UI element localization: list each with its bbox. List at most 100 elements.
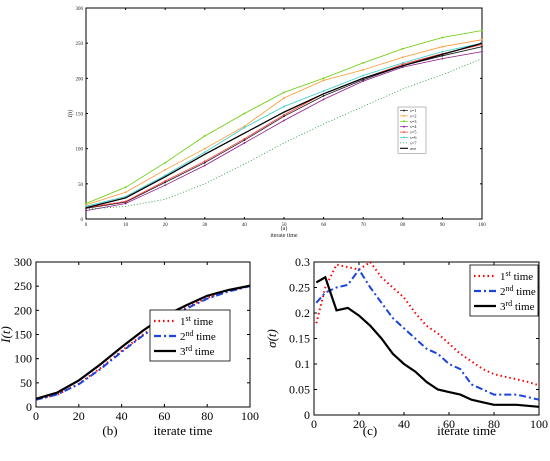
data-point [164, 181, 167, 184]
y-tick-label: 250 [14, 279, 32, 293]
data-point [362, 68, 365, 71]
data-point [362, 78, 365, 81]
data-point [362, 61, 365, 64]
x-tick-label: 90 [440, 223, 446, 228]
data-point [243, 125, 246, 128]
legend-label: s=5 [410, 130, 417, 135]
data-point [85, 204, 87, 206]
chart-panel-a: 0 10 20 30 40 50 60 70 80 90 100 0 50 100 150 200 250 300… [67, 7, 486, 239]
data-point [401, 47, 404, 50]
data-point [203, 161, 206, 164]
x-tick-label: 20 [73, 409, 85, 423]
x-tick-label: 80 [400, 223, 406, 228]
data-point [481, 45, 483, 48]
legend-label: 2nd time [500, 284, 536, 298]
panel-label: (b) [102, 423, 117, 438]
series-line-2 [35, 285, 251, 401]
data-point [322, 95, 325, 97]
data-point [283, 115, 285, 118]
legend-marker [403, 136, 405, 139]
x-tick-label: 100 [530, 417, 548, 431]
data-point [203, 147, 206, 150]
data-point [441, 50, 444, 53]
legend-label: ave [410, 146, 416, 151]
y-tick-label: 0 [26, 400, 32, 414]
data-point [401, 56, 404, 59]
y-tick-label: 150 [14, 328, 32, 342]
data-point [164, 168, 167, 171]
y-axis-label: I(t) [0, 326, 13, 344]
series-line-3 [35, 284, 251, 400]
data-point [243, 142, 246, 144]
data-point [441, 54, 444, 57]
legend-label: s=4 [410, 124, 417, 129]
data-point [401, 61, 404, 64]
x-tick-label: 40 [242, 223, 248, 228]
x-tick-label: 60 [321, 223, 327, 228]
x-tick-label: 0 [311, 417, 317, 431]
y-tick-label: 0 [81, 218, 84, 223]
legend-label: s=6 [410, 135, 417, 140]
data-point [203, 164, 206, 167]
data-point [441, 36, 444, 39]
series-line-1 [315, 260, 540, 387]
data-point [401, 66, 404, 68]
data-point [124, 202, 127, 205]
data-point [243, 139, 246, 142]
data-point [481, 29, 483, 32]
y-tick-label: 200 [76, 77, 84, 82]
series-line-8 [85, 42, 483, 209]
x-tick-label: 40 [116, 409, 128, 423]
x-axis-label: iterate time [270, 233, 297, 239]
x-tick-label: 60 [443, 417, 455, 431]
legend-label: 2nd time [180, 329, 216, 343]
data-point [283, 97, 285, 99]
x-tick-label: 60 [158, 409, 170, 423]
legend-marker [403, 120, 405, 123]
legend-label: s=7 [410, 140, 417, 145]
legend-label: 3rd time [500, 299, 535, 313]
data-point [362, 74, 365, 77]
panel-label: (a) [281, 225, 288, 232]
data-point [164, 180, 167, 182]
legend-marker [403, 109, 405, 112]
x-tick-label: 80 [488, 417, 500, 431]
data-point [481, 43, 483, 46]
y-axis-label: σ(t) [264, 329, 279, 348]
data-point [243, 112, 246, 115]
data-point [441, 45, 444, 48]
legend-label: s=2 [410, 113, 417, 118]
x-tick-label: 20 [353, 417, 365, 431]
legend-marker [403, 115, 405, 117]
y-tick-label: 100 [14, 352, 32, 366]
y-axis-label: I(t) [67, 110, 74, 119]
data-point [283, 91, 285, 94]
y-tick-label: 50 [78, 183, 84, 188]
legend-box [469, 264, 539, 317]
data-point [401, 63, 404, 66]
y-tick-label: 50 [20, 376, 32, 390]
data-point [322, 79, 325, 82]
y-tick-label: 0.15 [289, 332, 310, 346]
x-axis-label: iterate time [437, 423, 496, 438]
data-point [203, 160, 206, 163]
series-line-3 [315, 275, 540, 408]
data-point [283, 105, 285, 108]
data-point [124, 186, 127, 189]
y-tick-label: 0.1 [295, 357, 310, 371]
x-tick-label: 40 [398, 417, 410, 431]
y-tick-label: 0.3 [295, 255, 310, 269]
y-tick-label: 100 [76, 148, 84, 153]
panel-label: (c) [363, 423, 377, 438]
x-tick-label: 10 [123, 223, 129, 228]
x-tick-label: 30 [202, 223, 208, 228]
y-tick-label: 300 [14, 255, 32, 269]
data-point [322, 90, 325, 92]
y-tick-label: 0.2 [295, 306, 310, 320]
x-axis-label: iterate time [154, 423, 213, 438]
legend-marker [403, 131, 405, 134]
y-tick-label: 0.25 [289, 281, 310, 295]
data-point [481, 38, 483, 41]
